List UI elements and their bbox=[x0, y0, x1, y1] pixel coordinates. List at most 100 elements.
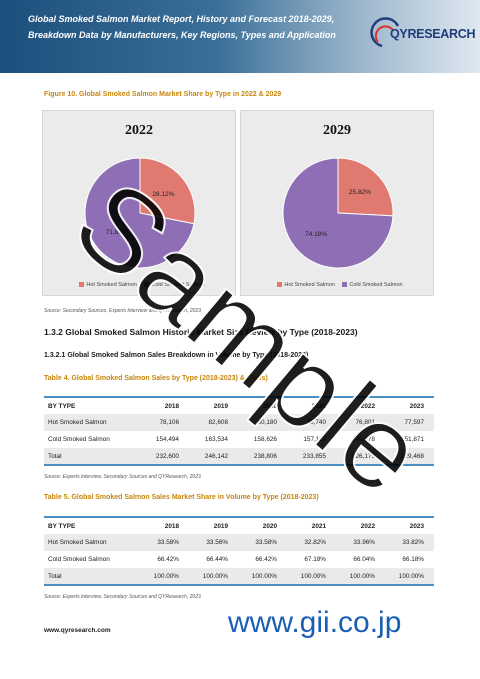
pie-value-label: 74.18% bbox=[305, 231, 327, 238]
section-heading-1-3-2: 1.3.2 Global Smoked Salmon Historic Mark… bbox=[44, 327, 358, 337]
table-row-total: Total 232,600 246,142 238,806 233,855 22… bbox=[44, 448, 434, 466]
table5-source: Source: Experts Interview, Secondary Sou… bbox=[44, 594, 201, 600]
cell: 100.00% bbox=[336, 568, 385, 586]
cell: 78,106 bbox=[140, 414, 189, 431]
figure-source: Source: Secondary Sources, Experts Inter… bbox=[44, 308, 202, 314]
cell: 77,597 bbox=[385, 414, 434, 431]
pie-legend-2029: Hot Smoked Salmon Cold Smoked Salmon bbox=[241, 282, 433, 288]
cell: 32.82% bbox=[287, 534, 336, 551]
footer-url: www.qyresearch.com bbox=[44, 627, 111, 634]
legend-swatch-hot bbox=[277, 282, 283, 288]
row-label: Cold Smoked Salmon bbox=[48, 436, 110, 443]
cell: 232,600 bbox=[140, 448, 189, 466]
header-cell: 2023 bbox=[385, 396, 434, 414]
pie-value-label: 71.88% bbox=[106, 229, 128, 236]
legend-label-cold: Cold Smoked Salmon bbox=[349, 282, 403, 288]
header-cell: 2019 bbox=[189, 516, 238, 534]
cell: 229,468 bbox=[385, 448, 434, 466]
header-cell: BY TYPE bbox=[44, 516, 140, 534]
header-cell: 2021 bbox=[287, 516, 336, 534]
pie-slice-cold bbox=[282, 157, 394, 269]
row-label: Cold Smoked Salmon bbox=[48, 556, 110, 563]
table4: BY TYPE 2018 2019 2020 2021 2022 2023 Ho… bbox=[44, 396, 434, 466]
cell: 149,378 bbox=[351, 436, 375, 443]
cell: 233,855 bbox=[287, 448, 336, 466]
cell: 100.00% bbox=[189, 568, 238, 586]
row-label: Total bbox=[44, 448, 140, 466]
cell: 33.58% bbox=[238, 534, 287, 551]
table-header-row: BY TYPE 2018 2019 2020 2021 2022 2023 bbox=[44, 396, 434, 414]
header-cell: 2023 bbox=[385, 516, 434, 534]
cell: 76,740 bbox=[287, 414, 336, 431]
legend-swatch-hot bbox=[79, 282, 85, 288]
table5-caption: Table 5. Global Smoked Salmon Sales Mark… bbox=[44, 494, 319, 501]
pie-title-2029: 2029 bbox=[323, 123, 351, 138]
header-cell: 2022 bbox=[336, 396, 385, 414]
header-cell: 2018 bbox=[140, 396, 189, 414]
pie-value-label: 25.82% bbox=[349, 189, 371, 196]
pie-svg-2022: 28.12% 71.88% bbox=[84, 157, 196, 269]
pie-chart-2022: 28.12% 71.88% 2022 Hot Smoked Salmon Cold… bbox=[42, 110, 236, 296]
table-row: Cold Smoked Salmon 154,494 163,534 158,6… bbox=[44, 431, 434, 448]
cell: 100.00% bbox=[238, 568, 287, 586]
header-cell: 2019 bbox=[189, 396, 238, 414]
legend-swatch-cold bbox=[342, 282, 348, 288]
report-header: Global Smoked Salmon Market Report, Hist… bbox=[0, 0, 480, 73]
legend-label-hot: Hot Smoked Salmon bbox=[86, 282, 137, 288]
cell: 33.96% bbox=[336, 534, 385, 551]
table4-caption: Table 4. Global Smoked Salmon Sales by T… bbox=[44, 375, 268, 382]
header-cell: 2020 bbox=[238, 396, 287, 414]
cell: 80,180 bbox=[238, 414, 287, 431]
header-cell: 2020 bbox=[238, 516, 287, 534]
pie-slice-hot bbox=[337, 157, 394, 217]
table4-source: Source: Experts Interview, Secondary Sou… bbox=[44, 474, 201, 480]
table-row-total: Total 100.00% 100.00% 100.00% 100.00% 10… bbox=[44, 568, 434, 586]
row-label: Hot Smoked Salmon bbox=[44, 414, 140, 431]
table-row: Hot Smoked Salmon 78,106 82,608 80,180 7… bbox=[44, 414, 434, 431]
cell: 226,179 bbox=[336, 448, 385, 466]
cell: 158,626 bbox=[253, 436, 277, 443]
cell: 66.42% bbox=[157, 556, 179, 563]
table5: BY TYPE 2018 2019 2020 2021 2022 2023 Ho… bbox=[44, 516, 434, 586]
cell: 154,494 bbox=[155, 436, 179, 443]
row-label: Total bbox=[44, 568, 140, 586]
report-title: Global Smoked Salmon Market Report, Hist… bbox=[28, 14, 336, 40]
logo-text: QYRESEARCH bbox=[390, 27, 476, 41]
figure-caption: Figure 10. Global Smoked Salmon Market S… bbox=[44, 91, 282, 98]
cell: 33.82% bbox=[385, 534, 434, 551]
pie-slice-cold bbox=[84, 157, 195, 269]
logo-arc-icon bbox=[370, 17, 400, 48]
header-cell: 2021 bbox=[287, 396, 336, 414]
gii-watermark-url: www.gii.co.jp bbox=[228, 606, 402, 639]
pie-legend-2022: Hot Smoked Salmon Cold Smoked Salmon bbox=[43, 282, 235, 288]
legend-label-hot: Hot Smoked Salmon bbox=[284, 282, 335, 288]
cell: 82,608 bbox=[189, 414, 238, 431]
cell: 163,534 bbox=[204, 436, 228, 443]
cell: 151,871 bbox=[400, 436, 424, 443]
header-cell: 2022 bbox=[336, 516, 385, 534]
cell: 33.56% bbox=[189, 534, 238, 551]
table-header-row: BY TYPE 2018 2019 2020 2021 2022 2023 bbox=[44, 516, 434, 534]
cell: 238,806 bbox=[238, 448, 287, 466]
qyresearch-logo: QYRESEARCH bbox=[368, 16, 476, 52]
header-cell: 2018 bbox=[140, 516, 189, 534]
cell: 76,801 bbox=[336, 414, 385, 431]
cell: 33.58% bbox=[140, 534, 189, 551]
cell: 100.00% bbox=[385, 568, 434, 586]
pie-slice-hot bbox=[139, 157, 196, 225]
header-cell: BY TYPE bbox=[44, 396, 140, 414]
table-row: Cold Smoked Salmon 66.42% 66.44% 66.42% … bbox=[44, 551, 434, 568]
pie-svg-2029: 25.82% 74.18% bbox=[282, 157, 394, 269]
section-heading-1-3-2-1: 1.3.2.1 Global Smoked Salmon Sales Break… bbox=[44, 352, 309, 359]
pie-value-label: 28.12% bbox=[152, 191, 174, 198]
cell: 100.00% bbox=[140, 568, 189, 586]
cell: 100.00% bbox=[287, 568, 336, 586]
legend-swatch-cold bbox=[144, 282, 150, 288]
cell: 66.42% bbox=[255, 556, 277, 563]
row-label: Hot Smoked Salmon bbox=[44, 534, 140, 551]
pie-chart-2029: 25.82% 74.18% 2029 Hot Smoked Salmon Cold… bbox=[240, 110, 434, 296]
cell: 157,115 bbox=[303, 436, 326, 443]
cell: 67.18% bbox=[304, 556, 326, 563]
cell: 66.04% bbox=[353, 556, 375, 563]
cell: 66.44% bbox=[206, 556, 228, 563]
